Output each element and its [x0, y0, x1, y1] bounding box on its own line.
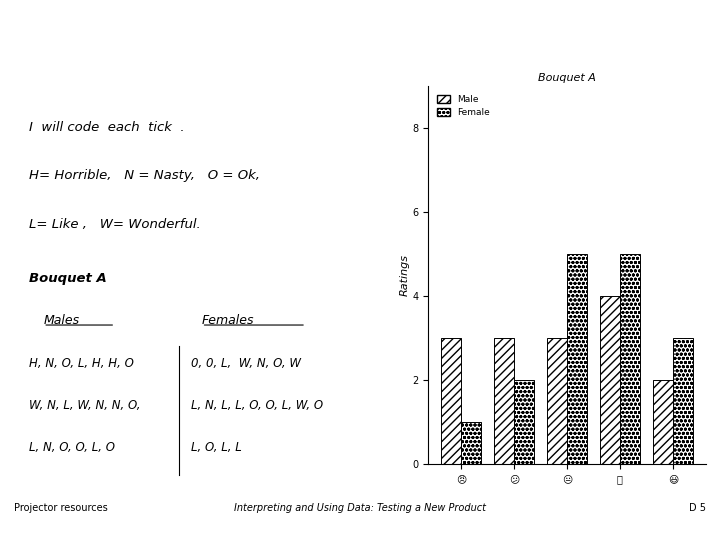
- Y-axis label: Ratings: Ratings: [400, 254, 410, 296]
- Text: H, N, O, L, H, H, O: H, N, O, L, H, H, O: [29, 356, 134, 369]
- Text: D 5: D 5: [688, 503, 706, 514]
- Text: L, N, L, L, O, O, L, W, O: L, N, L, L, O, O, L, W, O: [191, 399, 323, 411]
- Bar: [673, 339, 693, 464]
- Text: Interpreting and Using Data: Testing a New Product: Interpreting and Using Data: Testing a N…: [234, 503, 486, 514]
- Text: Projector resources: Projector resources: [14, 503, 108, 514]
- Bar: [494, 339, 514, 464]
- Bar: [653, 380, 673, 464]
- Text: Sample Student Work: Harry: Sample Student Work: Harry: [135, 32, 585, 60]
- Bar: [461, 422, 481, 464]
- Bar: [567, 254, 587, 464]
- Text: Males: Males: [43, 314, 79, 327]
- Text: W, N, L, W, N, N, O,: W, N, L, W, N, N, O,: [29, 399, 140, 411]
- Text: L= Like ,   W= Wonderful.: L= Like , W= Wonderful.: [29, 218, 201, 231]
- Text: H= Horrible,   N = Nasty,   O = Ok,: H= Horrible, N = Nasty, O = Ok,: [29, 169, 260, 182]
- Text: I  will code  each  tick  .: I will code each tick .: [29, 121, 184, 134]
- Text: 0, 0, L,  W, N, O, W: 0, 0, L, W, N, O, W: [191, 356, 301, 369]
- Bar: [600, 296, 620, 464]
- Bar: [441, 339, 461, 464]
- Text: L, O, L, L: L, O, L, L: [191, 441, 241, 454]
- Text: L, N, O, O, L, O: L, N, O, O, L, O: [29, 441, 114, 454]
- Bar: [514, 380, 534, 464]
- Legend: Male, Female: Male, Female: [433, 91, 494, 121]
- Bar: [547, 339, 567, 464]
- Text: Females: Females: [202, 314, 254, 327]
- Title: Bouquet A: Bouquet A: [538, 73, 596, 83]
- Text: Bouquet A: Bouquet A: [29, 272, 107, 285]
- Bar: [620, 254, 640, 464]
